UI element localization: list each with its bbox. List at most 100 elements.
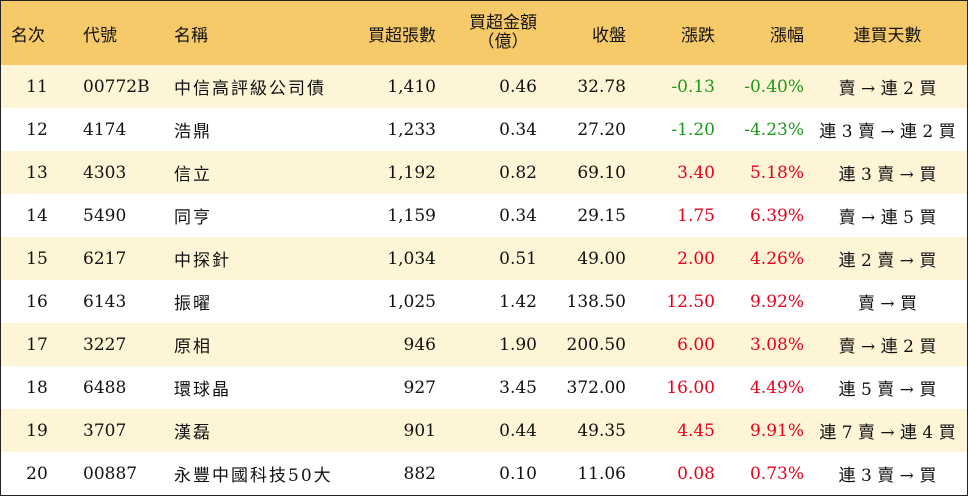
header-net-buy-volume[interactable]: 買超張數 <box>368 25 436 46</box>
code-cell: 3707 <box>83 420 127 441</box>
header-code[interactable]: 代號 <box>83 25 117 46</box>
header-change-pct[interactable]: 漲幅 <box>770 25 804 46</box>
consecutive-days-cell: 賣 → 連 2 買 <box>838 337 937 357</box>
net-buy-volume-cell: 882 <box>403 463 436 484</box>
rank-cell: 11 <box>26 76 48 97</box>
net-buy-amount-cell: 3.45 <box>499 377 537 398</box>
consecutive-days-cell: 連 3 賣 → 買 <box>838 466 937 486</box>
change-cell: 2.00 <box>677 248 715 269</box>
rank-cell: 17 <box>26 334 48 355</box>
rank-cell: 13 <box>26 162 48 183</box>
name-cell: 浩鼎 <box>174 122 212 142</box>
table-row[interactable]: 20 00887 永豐中國科技50大 882 0.10 11.06 0.08 0.73% 連 3… <box>1 452 967 495</box>
net-buy-volume-cell: 1,159 <box>387 205 436 226</box>
name-cell: 中信高評級公司債 <box>174 79 326 99</box>
table-row[interactable]: 18 6488 環球晶 927 3.45 372.00 16.00 4.49% 連 5 賣 → … <box>1 366 967 409</box>
change-pct-cell: 3.08% <box>749 334 804 355</box>
header-rank[interactable]: 名次 <box>11 25 45 46</box>
net-buy-amount-cell: 0.46 <box>499 76 537 97</box>
net-buy-volume-cell: 1,034 <box>387 248 436 269</box>
net-buy-amount-cell: 1.42 <box>499 291 537 312</box>
change-cell: -0.13 <box>671 76 715 97</box>
code-cell: 6488 <box>83 377 127 398</box>
consecutive-days-cell: 連 2 賣 → 買 <box>838 251 937 271</box>
rank-cell: 14 <box>26 205 48 226</box>
net-buy-amount-cell: 0.44 <box>499 420 537 441</box>
consecutive-days-cell: 連 7 賣 → 連 4 買 <box>819 423 956 443</box>
consecutive-days-cell: 賣 → 連 5 買 <box>838 208 937 228</box>
name-cell: 信立 <box>174 165 212 185</box>
net-buy-amount-cell: 0.10 <box>499 463 537 484</box>
rank-cell: 16 <box>26 291 48 312</box>
change-cell: 3.40 <box>677 162 715 183</box>
change-cell: 6.00 <box>677 334 715 355</box>
name-cell: 振曜 <box>174 294 212 314</box>
close-cell: 200.50 <box>566 334 626 355</box>
name-cell: 永豐中國科技50大 <box>174 466 333 486</box>
code-cell: 5490 <box>83 205 127 226</box>
net-buy-volume-cell: 946 <box>403 334 436 355</box>
net-buy-volume-cell: 927 <box>403 377 436 398</box>
change-pct-cell: -0.40% <box>744 76 804 97</box>
net-buy-volume-cell: 901 <box>403 420 436 441</box>
consecutive-days-cell: 賣 → 連 2 買 <box>838 79 937 99</box>
code-cell: 00772B <box>83 76 150 97</box>
table-body: 11 00772B 中信高評級公司債 1,410 0.46 32.78 -0.13 -0.40… <box>1 65 967 495</box>
table-row[interactable]: 17 3227 原相 946 1.90 200.50 6.00 3.08% 賣 → 連 2 買 <box>1 323 967 366</box>
change-cell: 4.45 <box>677 420 715 441</box>
table-row[interactable]: 13 4303 信立 1,192 0.82 69.10 3.40 5.18% 連 3 賣 → 買 <box>1 151 967 194</box>
header-net-buy-amount-line1: 買超金額 <box>469 13 537 33</box>
net-buy-amount-cell: 0.51 <box>499 248 537 269</box>
close-cell: 32.78 <box>577 76 626 97</box>
consecutive-days-cell: 賣 → 買 <box>857 294 918 314</box>
close-cell: 49.00 <box>577 248 626 269</box>
table-row[interactable]: 11 00772B 中信高評級公司債 1,410 0.46 32.78 -0.13 -0.40… <box>1 65 967 108</box>
header-name[interactable]: 名稱 <box>174 25 208 46</box>
net-buy-amount-cell: 0.82 <box>499 162 537 183</box>
header-net-buy-amount[interactable]: 買超金額 （億） <box>440 1 541 65</box>
code-cell: 4174 <box>83 119 127 140</box>
header-consecutive-days[interactable]: 連買天數 <box>853 25 922 46</box>
name-cell: 原相 <box>174 337 212 357</box>
close-cell: 49.35 <box>577 420 626 441</box>
net-buy-volume-cell: 1,233 <box>387 119 436 140</box>
table-row[interactable]: 19 3707 漢磊 901 0.44 49.35 4.45 9.91% 連 7 賣 → 連 4… <box>1 409 967 452</box>
table-header: 名次 代號 名稱 買超張數 買超金額 （億） 收盤 漲跌 漲幅 連買天數 <box>1 1 967 65</box>
header-close[interactable]: 收盤 <box>592 25 626 46</box>
name-cell: 中探針 <box>174 251 231 271</box>
code-cell: 00887 <box>83 463 138 484</box>
close-cell: 11.06 <box>577 463 626 484</box>
change-pct-cell: 4.49% <box>749 377 804 398</box>
change-pct-cell: 9.91% <box>749 420 804 441</box>
net-buy-volume-cell: 1,025 <box>387 291 436 312</box>
name-cell: 同亨 <box>174 208 212 228</box>
name-cell: 漢磊 <box>174 423 212 443</box>
close-cell: 372.00 <box>566 377 626 398</box>
change-cell: -1.20 <box>671 119 715 140</box>
change-pct-cell: 5.18% <box>749 162 804 183</box>
header-net-buy-amount-line2: （億） <box>477 32 529 52</box>
header-row: 名次 代號 名稱 買超張數 買超金額 （億） 收盤 漲跌 漲幅 連買天數 <box>1 1 967 65</box>
net-buy-amount-cell: 0.34 <box>499 205 537 226</box>
table-row[interactable]: 16 6143 振曜 1,025 1.42 138.50 12.50 9.92% 賣 → 買 <box>1 280 967 323</box>
change-cell: 12.50 <box>666 291 715 312</box>
table-row[interactable]: 14 5490 同亨 1,159 0.34 29.15 1.75 6.39% 賣 → 連 5 買 <box>1 194 967 237</box>
rank-cell: 12 <box>26 119 48 140</box>
close-cell: 138.50 <box>566 291 626 312</box>
change-pct-cell: -4.23% <box>744 119 804 140</box>
change-pct-cell: 4.26% <box>749 248 804 269</box>
table-row[interactable]: 15 6217 中探針 1,034 0.51 49.00 2.00 4.26% 連 2 賣 → … <box>1 237 967 280</box>
close-cell: 69.10 <box>577 162 626 183</box>
table-row[interactable]: 12 4174 浩鼎 1,233 0.34 27.20 -1.20 -4.23% 連 3 賣 →… <box>1 108 967 151</box>
change-cell: 1.75 <box>677 205 715 226</box>
net-buy-amount-cell: 0.34 <box>499 119 537 140</box>
code-cell: 6143 <box>83 291 127 312</box>
change-pct-cell: 6.39% <box>749 205 804 226</box>
net-buy-volume-cell: 1,410 <box>387 76 436 97</box>
consecutive-days-cell: 連 3 賣 → 連 2 買 <box>819 122 956 142</box>
header-change[interactable]: 漲跌 <box>681 25 715 46</box>
name-cell: 環球晶 <box>174 380 231 400</box>
consecutive-days-cell: 連 3 賣 → 買 <box>838 165 937 185</box>
